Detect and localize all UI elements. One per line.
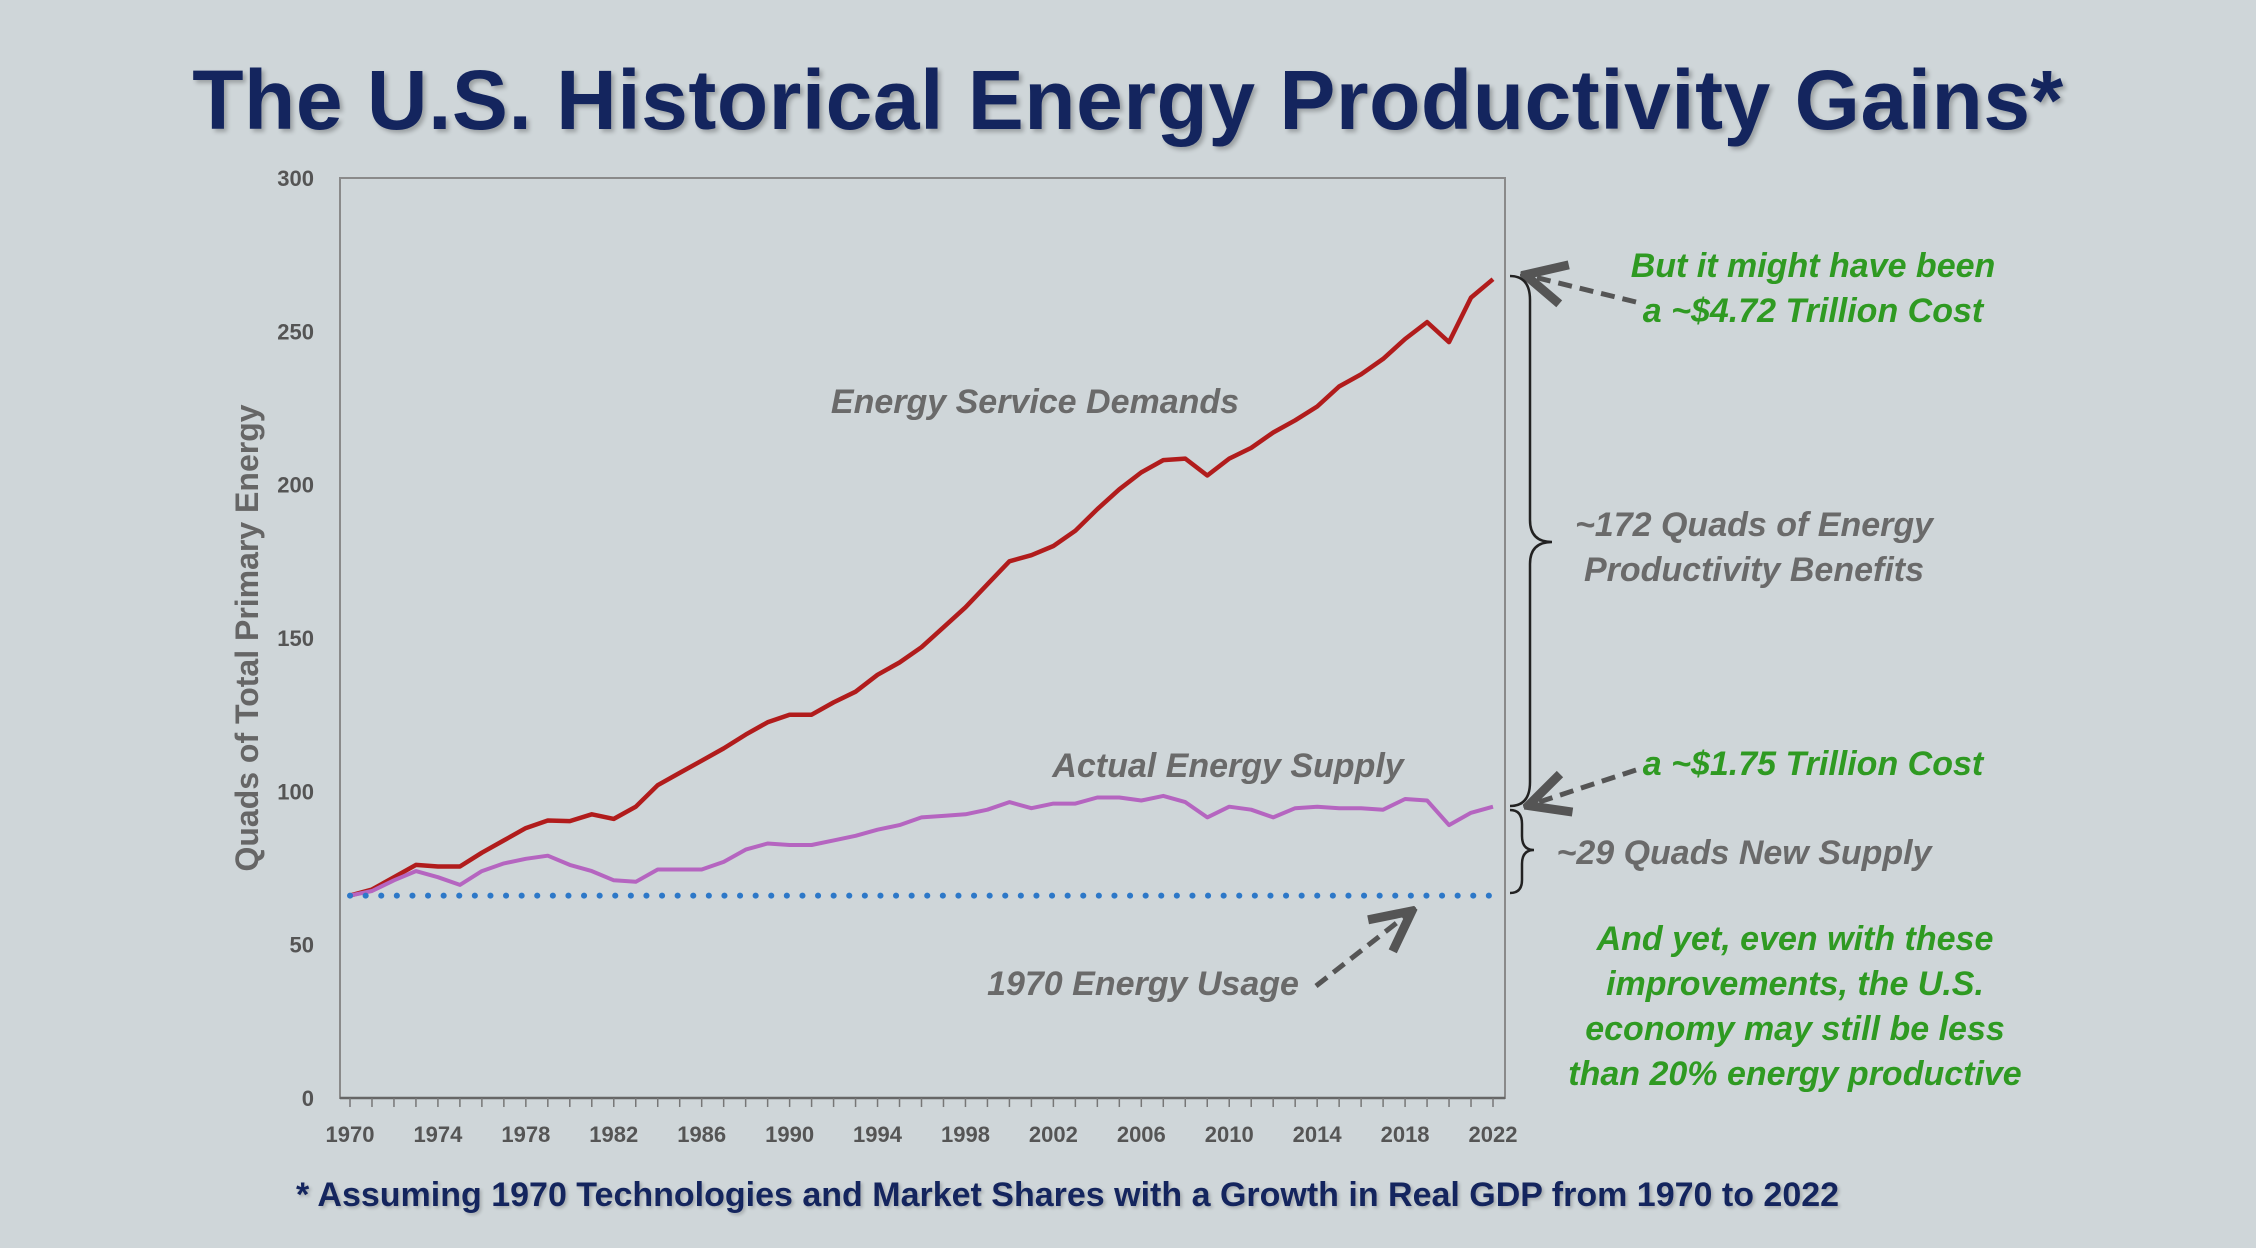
y-axis-label: Quads of Total Primary Energy <box>229 404 265 871</box>
x-tick-label: 2022 <box>1469 1122 1518 1147</box>
baseline-series-label: 1970 Energy Usage <box>987 965 1299 1003</box>
x-tick-label: 1990 <box>765 1122 814 1147</box>
y-axis-ticks: 0 50 100 150 200 250 300 <box>277 166 314 1111</box>
y-tick-label: 250 <box>277 319 314 344</box>
x-axis-ticks: 1970 1974 1978 1982 1986 1990 1994 1998 2002 2006… <box>326 1098 1518 1147</box>
x-tick-label: 2018 <box>1381 1122 1430 1147</box>
supply-series-label: Actual Energy Supply <box>1051 747 1405 785</box>
y-tick-label: 100 <box>277 779 314 804</box>
y-tick-label: 50 <box>290 933 314 958</box>
x-tick-label: 1978 <box>501 1122 550 1147</box>
y-tick-label: 150 <box>277 626 314 651</box>
high-cost-note-line2: a ~$4.72 Trillion Cost <box>1643 292 1985 330</box>
y-tick-label: 300 <box>277 166 314 191</box>
benefit-note-line2: Productivity Benefits <box>1584 551 1924 589</box>
new-supply-note: ~29 Quads New Supply <box>1556 834 1933 872</box>
x-tick-label: 2014 <box>1293 1122 1343 1147</box>
slide-title: The U.S. Historical Energy Productivity … <box>192 53 2064 147</box>
x-tick-label: 1970 <box>326 1122 375 1147</box>
plot-frame <box>339 177 1506 1099</box>
series-layer <box>347 277 1496 899</box>
x-tick-label: 2010 <box>1205 1122 1254 1147</box>
x-tick-label: 1994 <box>853 1122 903 1147</box>
x-tick-label: 1986 <box>677 1122 726 1147</box>
x-tick-label: 1998 <box>941 1122 990 1147</box>
series-line-supply <box>349 793 1494 898</box>
benefit-note-line1: ~172 Quads of Energy <box>1575 506 1935 544</box>
benefit-brace <box>1509 274 1553 808</box>
footnote: * Assuming 1970 Technologies and Market … <box>296 1176 1840 1214</box>
series-line-demand <box>349 277 1495 898</box>
conclusion-line1: And yet, even with these <box>1596 920 1994 958</box>
demand-series-label: Energy Service Demands <box>831 383 1239 421</box>
new-supply-brace <box>1509 808 1535 895</box>
conclusion-line2: improvements, the U.S. <box>1606 965 1984 1003</box>
y-tick-label: 0 <box>302 1086 314 1111</box>
x-tick-label: 2006 <box>1117 1122 1166 1147</box>
x-tick-label: 2002 <box>1029 1122 1078 1147</box>
plot-area <box>339 177 1506 1100</box>
x-tick-label: 1974 <box>413 1122 463 1147</box>
x-tick-label: 1982 <box>589 1122 638 1147</box>
low-cost-arrow <box>1533 767 1637 804</box>
high-cost-arrow <box>1530 276 1637 302</box>
baseline-arrow <box>1314 914 1408 988</box>
conclusion-line3: economy may still be less <box>1585 1010 2005 1048</box>
high-cost-note-line1: But it might have been <box>1631 247 1996 285</box>
y-tick-label: 200 <box>277 473 314 498</box>
low-cost-note: a ~$1.75 Trillion Cost <box>1643 745 1985 783</box>
conclusion-line4: than 20% energy productive <box>1568 1055 2021 1093</box>
